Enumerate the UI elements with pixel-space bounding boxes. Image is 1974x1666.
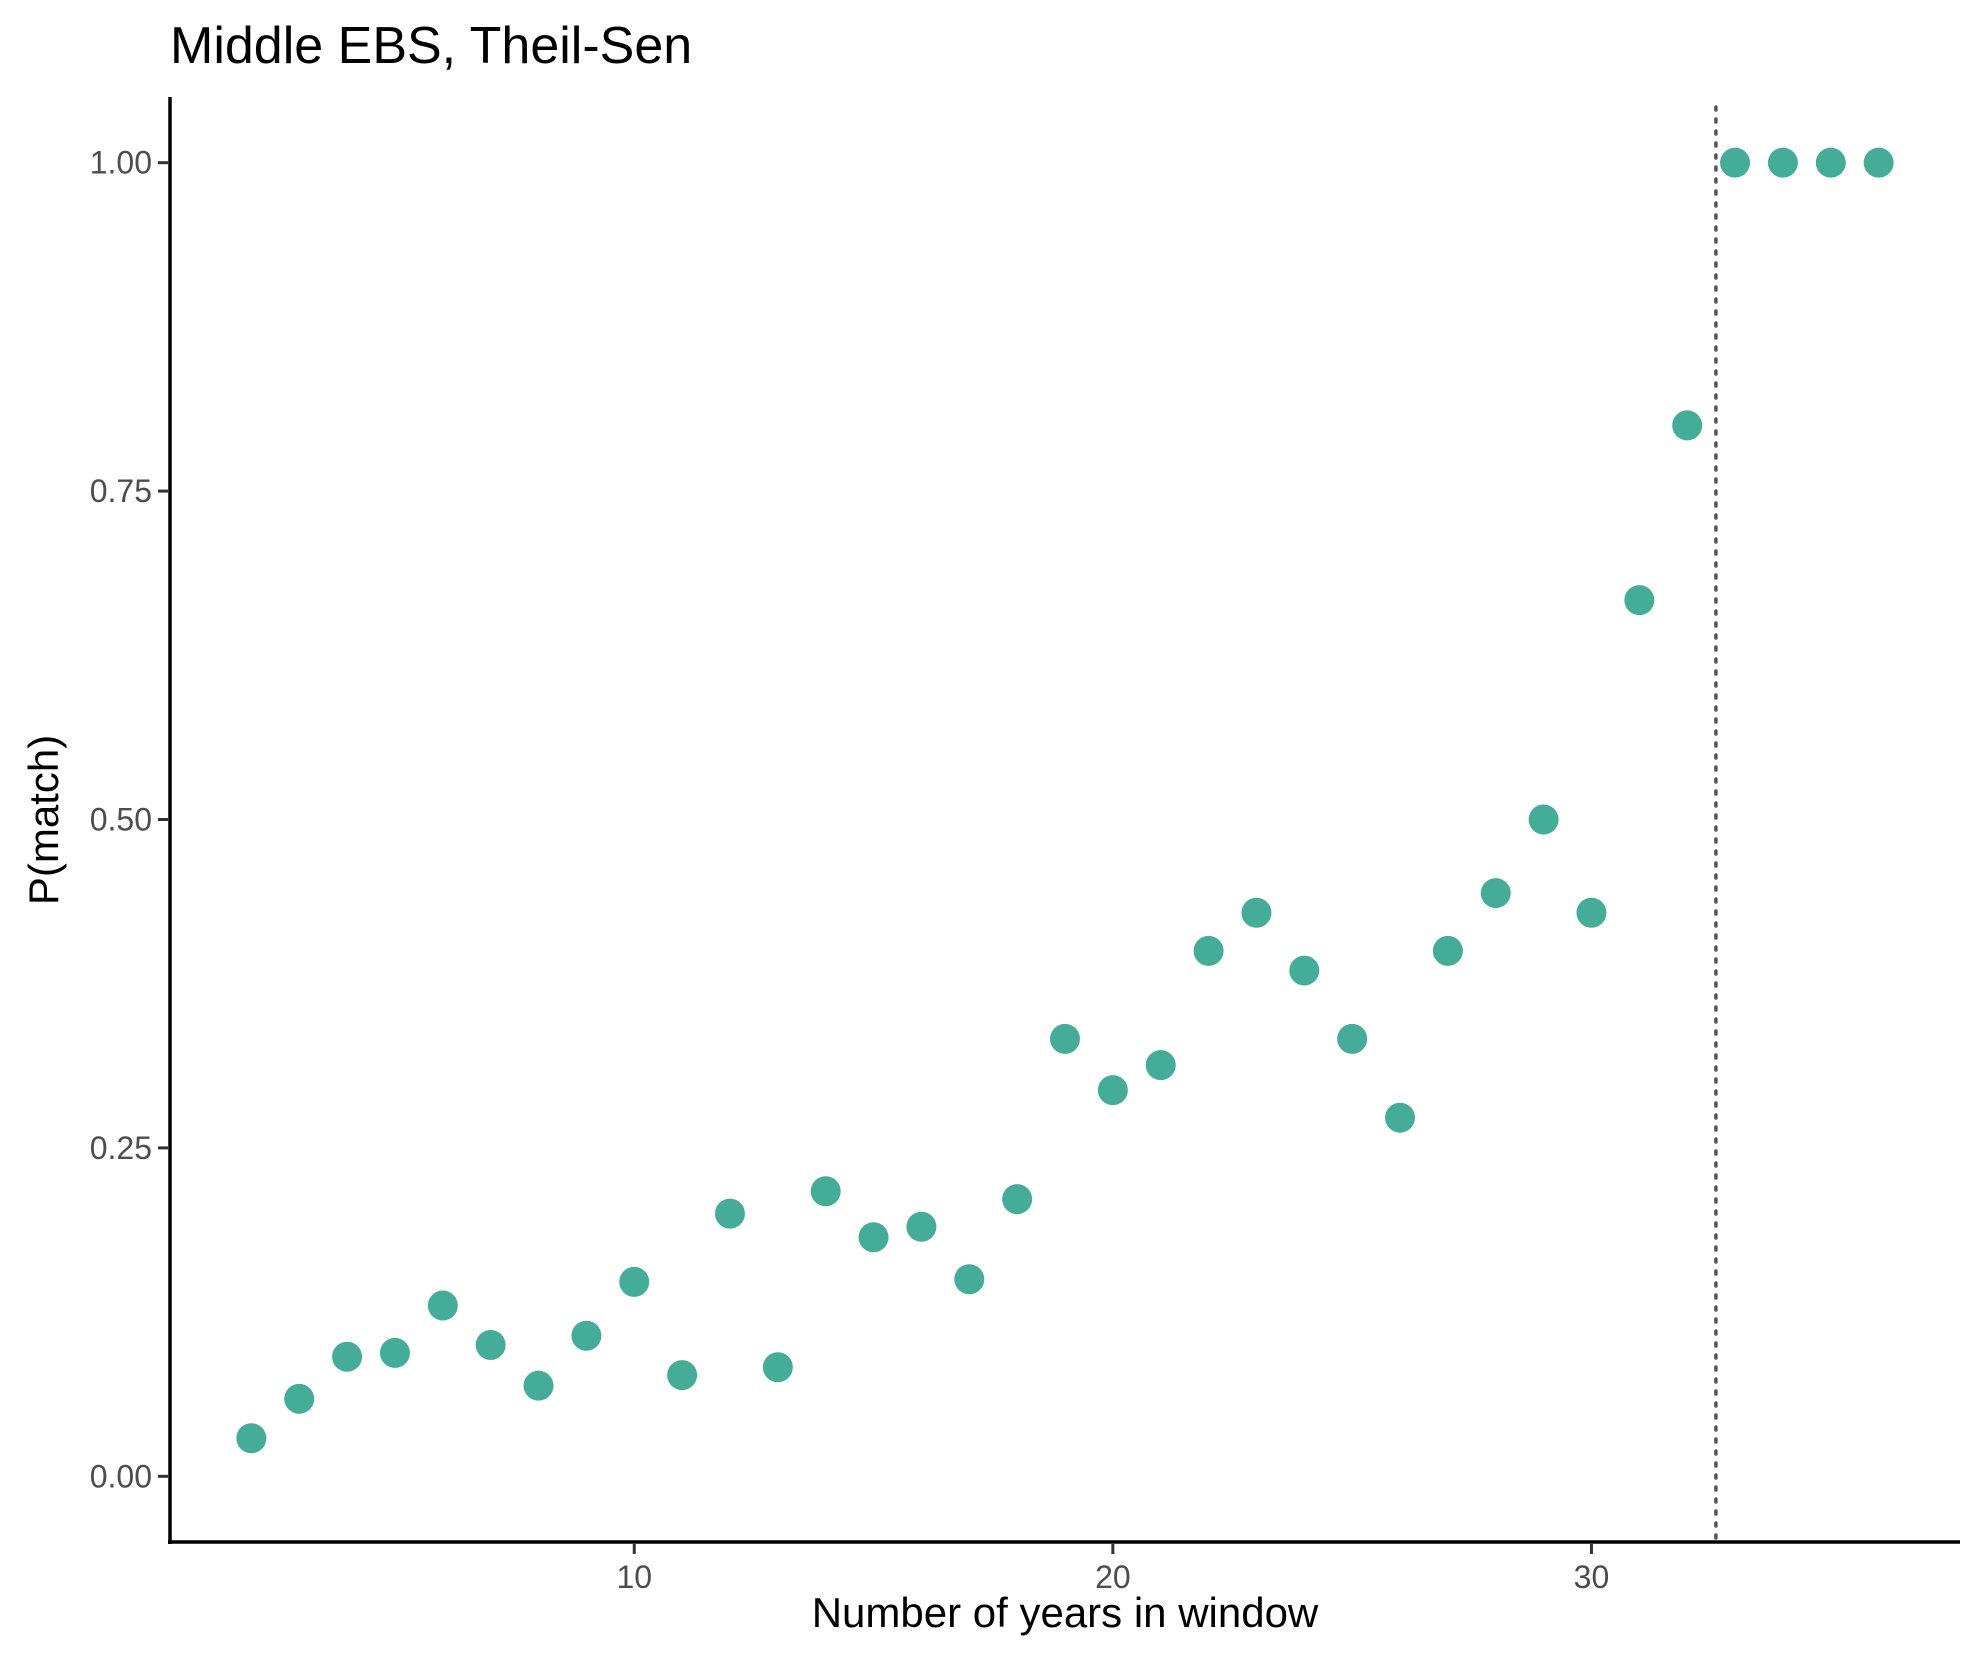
data-point [475, 1329, 506, 1360]
data-point [1050, 1023, 1080, 1054]
data-point [619, 1266, 650, 1297]
data-point [714, 1198, 745, 1229]
x-axis-ticks: 10 20 30 [616, 1544, 1609, 1595]
data-point [236, 1423, 267, 1454]
data-point [571, 1320, 602, 1351]
y-tick-label: 0.50 [90, 802, 152, 838]
data-point [284, 1383, 315, 1414]
data-point [332, 1341, 363, 1372]
data-point [523, 1370, 554, 1401]
data-point [667, 1360, 698, 1391]
data-point [1193, 935, 1224, 966]
y-axis-ticks: 0.00 0.25 0.50 0.75 1.00 [90, 145, 168, 1494]
data-point [1624, 585, 1655, 616]
data-point [1002, 1184, 1033, 1215]
data-point [1720, 147, 1751, 178]
plot-area [236, 105, 1894, 1544]
x-tick-label: 30 [1574, 1559, 1610, 1595]
data-point [1289, 955, 1320, 986]
y-tick-label: 0.25 [90, 1130, 152, 1166]
data-point [906, 1211, 937, 1242]
chart-title: Middle EBS, Theil-Sen [170, 17, 692, 75]
x-tick-label: 20 [1095, 1559, 1131, 1595]
y-tick-label: 0.75 [90, 473, 152, 509]
y-tick-label: 0.00 [90, 1458, 152, 1494]
data-point [427, 1290, 458, 1321]
data-point [1241, 897, 1272, 928]
data-point [1767, 147, 1798, 178]
y-axis-title: P(match) [20, 735, 67, 905]
data-point [1815, 147, 1846, 178]
data-point [1432, 935, 1463, 966]
data-point [1145, 1050, 1176, 1081]
data-point [1528, 804, 1559, 835]
data-point [954, 1264, 985, 1295]
data-point [1337, 1023, 1368, 1054]
data-point [1576, 897, 1607, 928]
data-point [858, 1222, 889, 1253]
data-point [1385, 1102, 1416, 1133]
x-axis-title: Number of years in window [812, 1589, 1319, 1636]
data-point [762, 1352, 793, 1383]
data-point [1863, 147, 1894, 178]
data-point [379, 1337, 410, 1368]
data-point [1672, 410, 1703, 441]
data-point [810, 1176, 841, 1207]
y-tick-label: 1.00 [90, 145, 152, 181]
x-tick-label: 10 [616, 1559, 652, 1595]
data-point [1480, 878, 1511, 909]
data-point [1097, 1075, 1128, 1106]
